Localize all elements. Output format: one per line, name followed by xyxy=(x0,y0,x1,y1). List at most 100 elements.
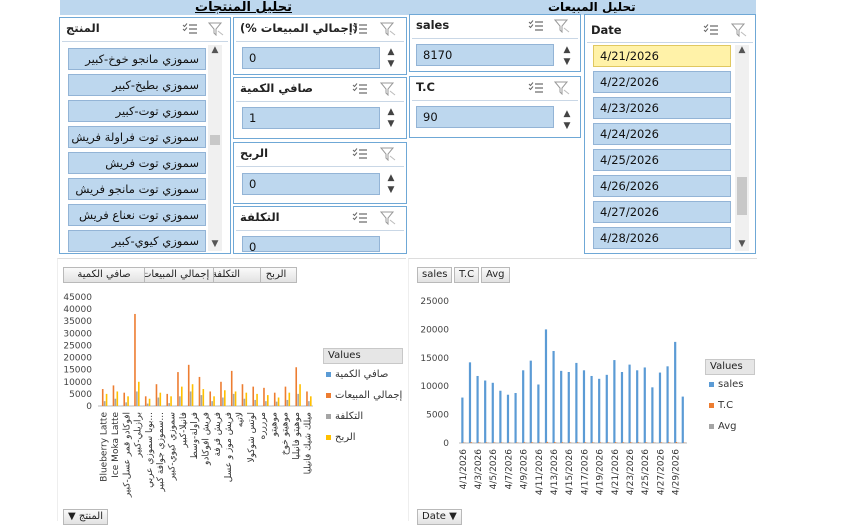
bar xyxy=(147,404,149,406)
product-slicer-item[interactable]: سموزي بطيخ-كبير xyxy=(68,74,206,96)
spin-down-icon[interactable]: ▼ xyxy=(384,59,398,70)
product-slicer-item[interactable]: سموزي مانجو خوخ-كبير xyxy=(68,48,206,70)
date-slicer-item[interactable]: 4/24/2026 xyxy=(593,123,731,145)
tc-slicer[interactable]: T.C 90 ▲ ▼ xyxy=(409,76,581,138)
bar xyxy=(179,396,181,406)
scroll-down-icon[interactable]: ▼ xyxy=(735,239,749,249)
field-button-net-qty[interactable]: صافي الكمية xyxy=(63,267,145,283)
field-button-avg[interactable]: Avg xyxy=(481,267,510,283)
spin-down-icon[interactable]: ▼ xyxy=(560,57,574,68)
spin-down-icon[interactable]: ▼ xyxy=(560,121,574,132)
spin-up-icon[interactable]: ▲ xyxy=(384,107,398,118)
scroll-down-icon[interactable]: ▼ xyxy=(208,239,222,249)
product-slicer-item[interactable]: سموزي توت فريش xyxy=(68,152,206,174)
clear-filter-icon[interactable] xyxy=(380,147,396,161)
slicer-item[interactable]: 0 xyxy=(242,236,380,252)
clear-filter-icon[interactable] xyxy=(554,19,570,33)
multi-select-icon[interactable] xyxy=(528,81,544,95)
bar xyxy=(560,371,562,443)
multi-select-icon[interactable] xyxy=(703,23,719,37)
net-qty-slicer[interactable]: صافي الكمية 1 ▲ ▼ xyxy=(233,77,407,139)
clear-filter-icon[interactable] xyxy=(208,22,224,36)
x-tick-label: افوكادو قمر عسل-كبير xyxy=(122,412,132,498)
date-slicer-item[interactable]: 4/22/2026 xyxy=(593,71,731,93)
y-tick-label: 20000 xyxy=(63,354,92,364)
spin-down-icon[interactable]: ▼ xyxy=(384,185,398,196)
slicer-item[interactable]: 1 xyxy=(242,107,380,129)
field-button-sales-total[interactable]: إجمالي المبيعات xyxy=(137,267,214,283)
bar xyxy=(469,362,471,443)
bar xyxy=(278,398,280,406)
date-slicer-item[interactable]: 4/25/2026 xyxy=(593,149,731,171)
bar xyxy=(510,442,511,443)
slicer-separator xyxy=(236,230,404,231)
bar xyxy=(600,442,601,443)
date-scrollbar[interactable]: ▲ ▼ xyxy=(735,45,749,251)
product-slicer-item[interactable]: سموزي توت-كبير xyxy=(68,100,206,122)
spin-up-icon[interactable]: ▲ xyxy=(560,45,574,56)
bar xyxy=(554,442,555,443)
bar xyxy=(586,442,587,443)
multi-select-icon[interactable] xyxy=(352,82,368,96)
bar xyxy=(514,393,516,443)
multi-select-icon[interactable] xyxy=(528,19,544,33)
date-slicer-item[interactable]: 4/26/2026 xyxy=(593,175,731,197)
slicer-item[interactable]: 0 xyxy=(242,47,380,69)
product-slicer-item[interactable]: سموزي كيوي-كبير xyxy=(68,230,206,252)
spin-up-icon[interactable]: ▲ xyxy=(384,173,398,184)
filter-dropdown-icon: ▼ xyxy=(68,511,76,522)
scroll-thumb[interactable] xyxy=(737,177,747,215)
date-slicer-item[interactable]: 4/23/2026 xyxy=(593,97,731,119)
spin-down-icon[interactable]: ▼ xyxy=(384,119,398,130)
bar xyxy=(670,442,671,443)
clear-filter-icon[interactable] xyxy=(380,22,396,36)
product-slicer-item[interactable]: سموزي توت نعناع فريش xyxy=(68,204,206,226)
spin-up-icon[interactable]: ▲ xyxy=(560,109,574,120)
multi-select-icon[interactable] xyxy=(352,211,368,225)
product-filter-button[interactable]: ▼ المنتج xyxy=(63,509,108,525)
sales-slicer[interactable]: sales 8170 ▲ ▼ xyxy=(409,14,581,72)
product-scrollbar[interactable]: ▲ ▼ xyxy=(208,45,222,251)
cost-slicer[interactable]: التكلفة 0 xyxy=(233,206,407,254)
clear-filter-icon[interactable] xyxy=(380,211,396,225)
date-filter-button[interactable]: Date ▼ xyxy=(417,509,462,525)
field-button-profit[interactable]: الربح xyxy=(255,267,297,283)
date-slicer-item[interactable]: 4/21/2026 xyxy=(593,45,731,67)
product-slicer-item[interactable]: سموزي توت فراولة فريش xyxy=(68,126,206,148)
x-tick-label: سموزي جوافة كبير... xyxy=(156,412,166,493)
profit-slicer[interactable]: الربح 0 ▲ ▼ xyxy=(233,142,407,204)
bar xyxy=(274,393,276,406)
date-slicer-item[interactable]: 4/28/2026 xyxy=(593,227,731,249)
total-sales-pct-slicer[interactable]: (% إجمالي المبيعات) 0 ▲ ▼ xyxy=(233,17,407,75)
spin-up-icon[interactable]: ▲ xyxy=(384,47,398,58)
scroll-up-icon[interactable]: ▲ xyxy=(208,45,222,55)
field-button-sales[interactable]: sales xyxy=(417,267,452,283)
multi-select-icon[interactable] xyxy=(352,147,368,161)
product-slicer-item[interactable]: سموزي توت مانجو فريش xyxy=(68,178,206,200)
multi-select-icon[interactable] xyxy=(352,22,368,36)
slicer-item[interactable]: 90 xyxy=(416,106,554,128)
bar xyxy=(209,391,211,406)
bar xyxy=(575,363,577,443)
slicer-item[interactable]: 0 xyxy=(242,173,380,195)
slicer-separator xyxy=(236,166,404,167)
bar xyxy=(540,442,541,443)
clear-filter-icon[interactable] xyxy=(380,82,396,96)
slicer-item[interactable]: 8170 xyxy=(416,44,554,66)
bar xyxy=(461,398,463,443)
legend-swatch xyxy=(709,403,714,408)
scroll-thumb[interactable] xyxy=(210,135,220,145)
date-slicer-item[interactable]: 4/27/2026 xyxy=(593,201,731,223)
multi-select-icon[interactable] xyxy=(182,22,198,36)
clear-filter-icon[interactable] xyxy=(731,23,747,37)
clear-filter-icon[interactable] xyxy=(554,81,570,95)
bar xyxy=(682,397,684,443)
y-tick-label: 10000 xyxy=(63,378,92,388)
scroll-up-icon[interactable]: ▲ xyxy=(735,45,749,55)
field-button-tc[interactable]: T.C xyxy=(454,267,479,283)
legend-swatch xyxy=(326,435,331,440)
bar xyxy=(192,384,194,406)
bar xyxy=(104,401,106,406)
